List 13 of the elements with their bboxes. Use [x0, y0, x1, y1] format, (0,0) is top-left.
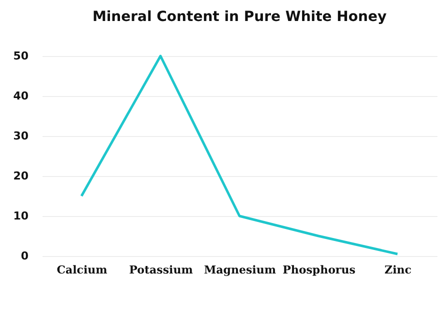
y-tick-label: 20 — [13, 170, 29, 182]
y-tick-label: 10 — [13, 210, 29, 222]
x-tick-label: Potassium — [129, 264, 194, 276]
y-tick-label: 40 — [13, 90, 29, 102]
chart-title: Mineral Content in Pure White Honey — [92, 9, 387, 25]
y-tick-label: 0 — [20, 250, 29, 262]
y-tick-label: 50 — [13, 50, 29, 62]
x-tick-label: Zinc — [384, 264, 412, 276]
x-tick-label: Calcium — [56, 264, 108, 276]
y-tick-label: 30 — [13, 130, 29, 142]
line-series — [80, 54, 399, 256]
x-tick-label: Phosphorus — [282, 264, 356, 276]
x-tick-label: Magnesium — [204, 264, 276, 276]
